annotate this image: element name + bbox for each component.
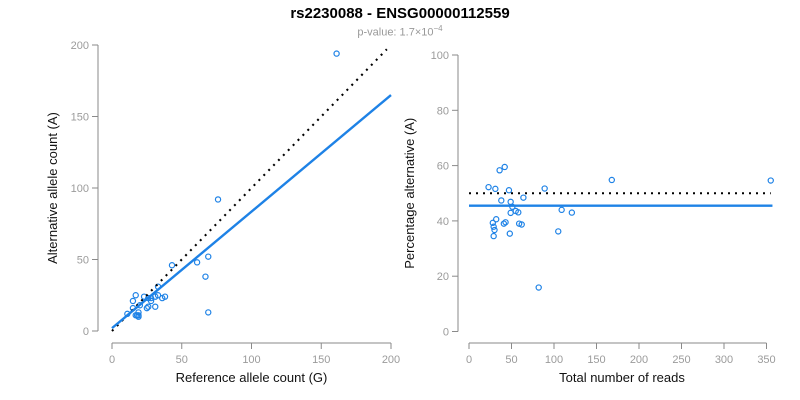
y-tick-label: 40: [437, 216, 449, 228]
data-point: [520, 194, 527, 201]
x-tick-label: 50: [176, 354, 188, 366]
data-point: [498, 197, 505, 204]
data-point: [490, 223, 497, 230]
data-point: [490, 232, 497, 240]
data-point: [135, 313, 142, 320]
data-point: [152, 303, 159, 310]
data-point: [518, 221, 525, 228]
x-tick-label: 200: [630, 354, 648, 366]
data-point: [214, 196, 222, 203]
scatter-panel-2: 0 50 100 150 200 250 300 350 0 20 40 60 80 100 Total n…: [402, 50, 776, 385]
x-axis-title: Total number of reads: [559, 370, 685, 385]
data-point: [767, 177, 774, 184]
x-tick-label: 50: [505, 354, 517, 366]
x-tick-label: 250: [672, 354, 690, 366]
data-point: [505, 187, 513, 194]
identity-dotted-line: [111, 48, 388, 332]
data-point: [143, 304, 151, 312]
data-point: [500, 220, 508, 227]
scatter-panel-1: 0 50 100 150 200 0 50 100 150 200 Reference allele…: [45, 40, 400, 385]
plot-title: rs2230088 - ENSG00000112559: [290, 5, 510, 22]
x-tick-label: 200: [382, 354, 400, 366]
data-point: [608, 176, 616, 184]
data-point: [506, 230, 513, 237]
x-tick-label: 150: [587, 354, 605, 366]
data-point: [492, 185, 499, 193]
y-tick-label: 60: [437, 161, 449, 173]
data-point: [496, 167, 503, 174]
p-value-exponent: −4: [433, 24, 443, 33]
data-point: [491, 226, 498, 234]
data-point: [493, 216, 500, 223]
y-tick-label: 0: [83, 326, 89, 338]
x-tick-label: 100: [545, 354, 563, 366]
x-tick-label: 0: [109, 354, 115, 366]
x-tick-label: 350: [757, 354, 775, 366]
y-tick-label: 200: [71, 40, 89, 52]
data-point: [558, 206, 565, 214]
data-point: [168, 262, 176, 269]
data-point: [205, 309, 212, 316]
data-point: [161, 293, 169, 300]
data-point: [507, 209, 514, 217]
y-tick-label: 20: [437, 271, 449, 283]
data-point: [132, 292, 139, 299]
data-point: [205, 253, 212, 260]
x-tick-label: 0: [466, 354, 472, 366]
data-point: [145, 303, 152, 310]
y-axis-title: Alternative allele count (A): [45, 112, 60, 264]
data-point: [333, 50, 340, 57]
data-point: [541, 185, 548, 192]
y-tick-label: 50: [77, 255, 89, 267]
y-axis-title: Percentage alternative (A): [402, 118, 417, 269]
p-value-text: p-value: 1.7×10: [357, 26, 434, 39]
y-tick-label: 0: [443, 327, 449, 339]
data-point: [202, 273, 209, 280]
data-point: [154, 292, 162, 299]
x-tick-label: 150: [312, 354, 330, 366]
y-tick-label: 100: [431, 50, 449, 62]
data-point: [535, 284, 542, 291]
data-point: [568, 209, 576, 216]
data-point: [515, 209, 522, 216]
data-point: [501, 163, 508, 171]
data-point: [555, 228, 562, 235]
x-tick-label: 300: [715, 354, 733, 366]
data-point: [489, 219, 496, 227]
data-point: [193, 259, 201, 266]
y-tick-label: 150: [71, 112, 89, 124]
x-axis-title: Reference allele count (G): [176, 370, 328, 385]
data-point: [129, 297, 137, 305]
data-point: [485, 183, 492, 191]
data-point: [502, 219, 509, 226]
y-tick-label: 80: [437, 105, 449, 117]
plot-subtitle: p-value: 1.7×10−4: [0, 24, 800, 39]
y-tick-label: 100: [71, 183, 89, 195]
data-point: [147, 297, 155, 305]
x-tick-label: 100: [242, 354, 260, 366]
regression-line: [111, 94, 392, 330]
